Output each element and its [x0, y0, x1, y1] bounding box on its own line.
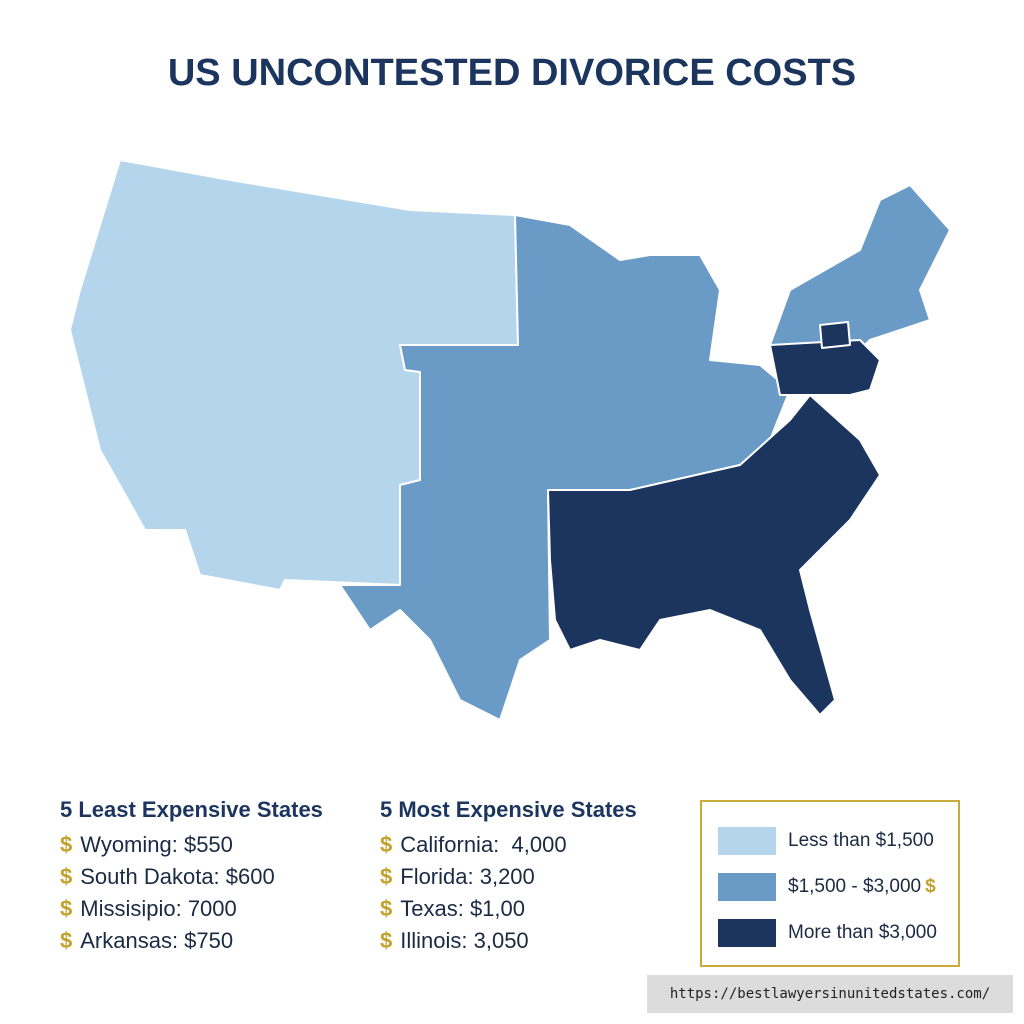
list-item: $ Illinois: 3,050 [380, 925, 637, 957]
list-item: $ Florida: 3,200 [380, 861, 637, 893]
heading: 5 Most Expensive States [380, 797, 637, 822]
item-text: Wyoming: $550 [80, 832, 233, 857]
title: US UNCONTESTED DIVORICE COSTS [167, 52, 857, 94]
legend-swatch [718, 919, 776, 947]
legend-label: $1,500 - $3,000 [788, 876, 922, 897]
legend-entry: Less than $1,500 [718, 826, 934, 856]
bullet-icon: $ [60, 896, 73, 921]
item-text: Illinois: 3,050 [400, 928, 529, 953]
bullet-icon: $ [60, 928, 73, 953]
item-text: Missisipio: 7000 [80, 896, 237, 921]
bullet-icon: $ [60, 832, 73, 857]
list-item: $ Arkansas: $750 [60, 925, 323, 957]
bullet-icon: $ [925, 876, 936, 897]
item-text: South Dakota: $600 [80, 864, 275, 889]
legend: Less than $1,500 $1,500 - $3,000 $ More tha… [700, 800, 960, 967]
us-map [69, 159, 951, 721]
list-item: $ Wyoming: $550 [60, 829, 323, 861]
region-southeast [547, 394, 881, 716]
list-item: $ Missisipio: 7000 [60, 893, 323, 925]
legend-swatch [718, 873, 776, 901]
least-expensive: 5 Least Expensive States $ Wyoming: $550 $… [60, 797, 323, 957]
legend-label: More than $3,000 [788, 922, 937, 943]
item-text: California: 4,000 [400, 832, 567, 857]
legend-entry: More than $3,000 [718, 918, 937, 948]
list-item: $ South Dakota: $600 [60, 861, 323, 893]
list-item: $ Texas: $1,00 [380, 893, 637, 925]
url-bar: https://bestlawyersinunitedstates.com/ [647, 975, 1013, 1013]
item-text: Arkansas: $750 [80, 928, 234, 953]
region-connecticut [819, 321, 851, 349]
legend-label: Less than $1,500 [788, 830, 934, 851]
region-northeast [769, 184, 951, 351]
bullet-icon: $ [380, 928, 393, 953]
bullet-icon: $ [380, 832, 393, 857]
item-text: Florida: 3,200 [400, 864, 535, 889]
region-mid-atlantic [769, 339, 881, 396]
bullet-icon: $ [380, 864, 393, 889]
heading: 5 Least Expensive States [60, 797, 323, 822]
legend-entry: $1,500 - $3,000 $ [718, 872, 944, 902]
bullet-icon: $ [380, 896, 393, 921]
item-text: Texas: $1,00 [400, 896, 525, 921]
legend-swatch [718, 827, 776, 855]
list-item: $ California: 4,000 [380, 829, 637, 861]
most-expensive: 5 Most Expensive States $ California: 4,0… [380, 797, 637, 957]
bullet-icon: $ [60, 864, 73, 889]
